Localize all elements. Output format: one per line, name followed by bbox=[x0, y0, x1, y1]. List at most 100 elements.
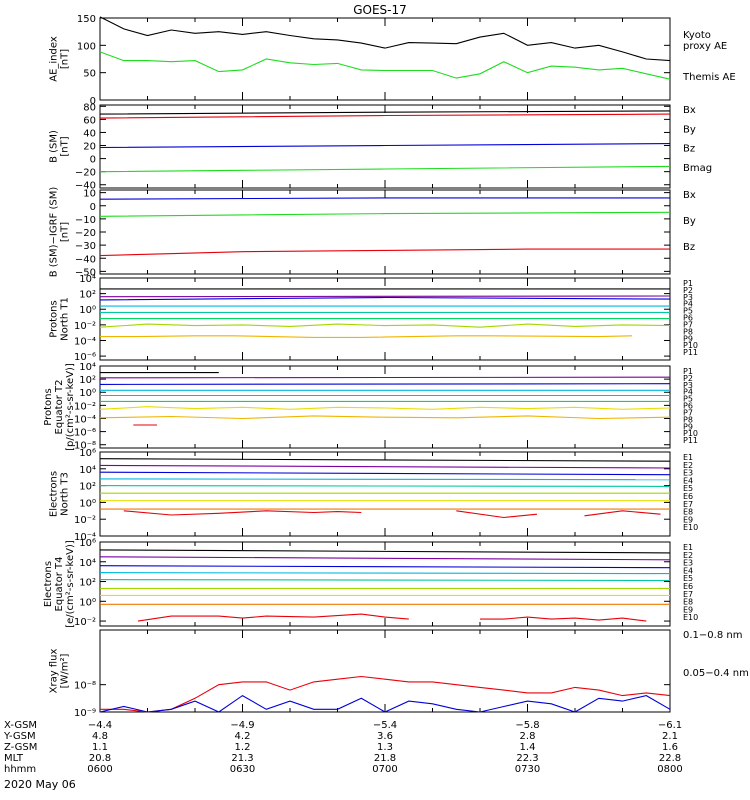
legend-label: P10 bbox=[683, 429, 698, 438]
legend-label: Kyoto bbox=[683, 30, 711, 41]
panel-frame bbox=[99, 365, 671, 449]
legend-label: P4 bbox=[683, 388, 693, 397]
legend-label: P8 bbox=[683, 327, 693, 336]
legend-label: E10 bbox=[683, 613, 698, 622]
series-bigrf-1 bbox=[99, 211, 671, 217]
y-axis-label: Xray flux bbox=[49, 649, 60, 694]
legend-label: P7 bbox=[683, 320, 693, 329]
legend-label: E9 bbox=[683, 515, 693, 524]
y-tick-label: 0 bbox=[90, 96, 96, 107]
series-xray-1 bbox=[99, 694, 671, 713]
y-axis-label: B (SM) bbox=[49, 130, 60, 163]
legend-label: P2 bbox=[683, 374, 693, 383]
x-axis-value: −5.4 bbox=[373, 720, 397, 731]
x-axis-value: −6.1 bbox=[658, 720, 682, 731]
x-axis-value: 0630 bbox=[230, 764, 255, 775]
y-tick-label: 20 bbox=[83, 142, 96, 153]
legend-label: P1 bbox=[683, 279, 693, 288]
y-tick-label: 10⁶ bbox=[79, 448, 96, 459]
series-ent3-3 bbox=[99, 478, 671, 481]
series-eet4-2 bbox=[99, 565, 671, 569]
y-axis-label: Protons bbox=[49, 300, 60, 337]
y-tick-label: 10⁰ bbox=[79, 305, 96, 316]
legend-label: E5 bbox=[683, 574, 693, 583]
series-eet4-3 bbox=[99, 572, 671, 575]
legend-label: P5 bbox=[683, 395, 693, 404]
y-axis-label: [nT] bbox=[60, 136, 71, 156]
series-eet4-1 bbox=[99, 556, 671, 561]
series-ent3-10 bbox=[584, 510, 661, 517]
series-bsm-0 bbox=[99, 143, 671, 149]
legend-label: E9 bbox=[683, 605, 693, 614]
y-tick-label: 10⁻⁸ bbox=[74, 681, 96, 692]
y-tick-label: 10⁻⁶ bbox=[74, 428, 96, 439]
series-bsm-2 bbox=[99, 113, 671, 119]
x-axis-value: 0800 bbox=[657, 764, 682, 775]
y-tick-label: 60 bbox=[83, 115, 96, 126]
x-axis-value: 22.3 bbox=[516, 753, 538, 764]
y-axis-label: B (SM)−IGRF (SM) bbox=[49, 187, 60, 278]
y-tick-label: 0 bbox=[90, 155, 96, 166]
legend-label: P1 bbox=[683, 367, 693, 376]
legend-label: P8 bbox=[683, 415, 693, 424]
x-axis-value: 2.1 bbox=[662, 731, 678, 742]
y-tick-label: 10² bbox=[79, 578, 96, 589]
y-axis-label: North T1 bbox=[60, 297, 71, 341]
series-pnt1-7 bbox=[100, 335, 633, 338]
y-tick-label: 50 bbox=[83, 69, 96, 80]
y-tick-label: −10 bbox=[75, 215, 96, 226]
series-ent3-8 bbox=[123, 510, 362, 516]
y-axis-label: [p/(cm²-s-sr-keV)] bbox=[65, 363, 76, 451]
legend-label: P7 bbox=[683, 408, 693, 417]
panel-bigrf: −50 −40 −30 −20 −10 0 10 B (SM)−IGRF (SM) [nT] Bx… bbox=[49, 187, 696, 279]
x-axis-value: 21.3 bbox=[231, 753, 253, 764]
series-bigrf-2 bbox=[99, 248, 670, 257]
x-axis-value: 21.8 bbox=[374, 753, 396, 764]
legend-label: E7 bbox=[683, 590, 693, 599]
legend-label: P2 bbox=[683, 286, 693, 295]
date-label: 2020 May 06 bbox=[4, 778, 76, 791]
y-tick-label: 10⁴ bbox=[79, 362, 96, 373]
legend-label: E8 bbox=[683, 508, 693, 517]
y-tick-label: 10⁻² bbox=[74, 617, 96, 628]
panel-pet2: 10⁻⁸ 10⁻⁶ 10⁻⁴ 10⁻² 10⁰ 10² 10⁴ Protons Equator … bbox=[43, 362, 698, 452]
legend-label: Bx bbox=[683, 105, 696, 116]
panel-frame bbox=[99, 541, 671, 627]
legend-label: P9 bbox=[683, 422, 693, 431]
x-axis-value: 20.8 bbox=[89, 753, 111, 764]
legend-label: E2 bbox=[683, 461, 693, 470]
legend-label: P11 bbox=[683, 436, 698, 445]
legend-label: E4 bbox=[683, 476, 693, 485]
series-pnt1-6 bbox=[99, 323, 671, 328]
y-axis-label: Equator T2 bbox=[54, 380, 65, 435]
series-pet2-7 bbox=[99, 415, 671, 420]
panel-eet4: 10⁻² 10⁰ 10² 10⁴ 10⁶ Electrons Equator T4 [e/(c… bbox=[43, 538, 698, 628]
y-tick-label: 10⁴ bbox=[79, 274, 96, 285]
legend-label: By bbox=[683, 216, 696, 227]
x-axis-value: −4.4 bbox=[88, 720, 112, 731]
y-tick-label: 10⁻² bbox=[74, 321, 96, 332]
legend-label: 0.1−0.8 nm bbox=[683, 630, 742, 641]
legend-label: Themis AE bbox=[682, 72, 736, 83]
y-tick-label: −30 bbox=[75, 241, 96, 252]
panel-frame bbox=[99, 189, 671, 275]
series-bsm-3 bbox=[99, 110, 671, 115]
x-axis-value: 1.2 bbox=[235, 742, 251, 753]
y-axis-label: [nT] bbox=[60, 49, 71, 69]
y-tick-label: 10⁻⁴ bbox=[74, 336, 96, 347]
legend-label: proxy AE bbox=[683, 41, 727, 52]
legend-label: E8 bbox=[683, 598, 693, 607]
y-axis-label: [W/m²] bbox=[60, 653, 71, 688]
x-axis-value: 1.1 bbox=[92, 742, 108, 753]
y-tick-label: 10⁻⁶ bbox=[74, 352, 96, 363]
y-tick-label: 0 bbox=[90, 202, 96, 213]
y-tick-label: 10⁻⁴ bbox=[74, 532, 96, 543]
y-tick-label: 10⁶ bbox=[79, 538, 96, 549]
legend-label: P6 bbox=[683, 314, 693, 323]
y-axis-label: Electrons bbox=[49, 471, 60, 517]
series-ent3-1 bbox=[99, 464, 671, 469]
x-axis-row-label: Z-GSM bbox=[4, 742, 37, 753]
